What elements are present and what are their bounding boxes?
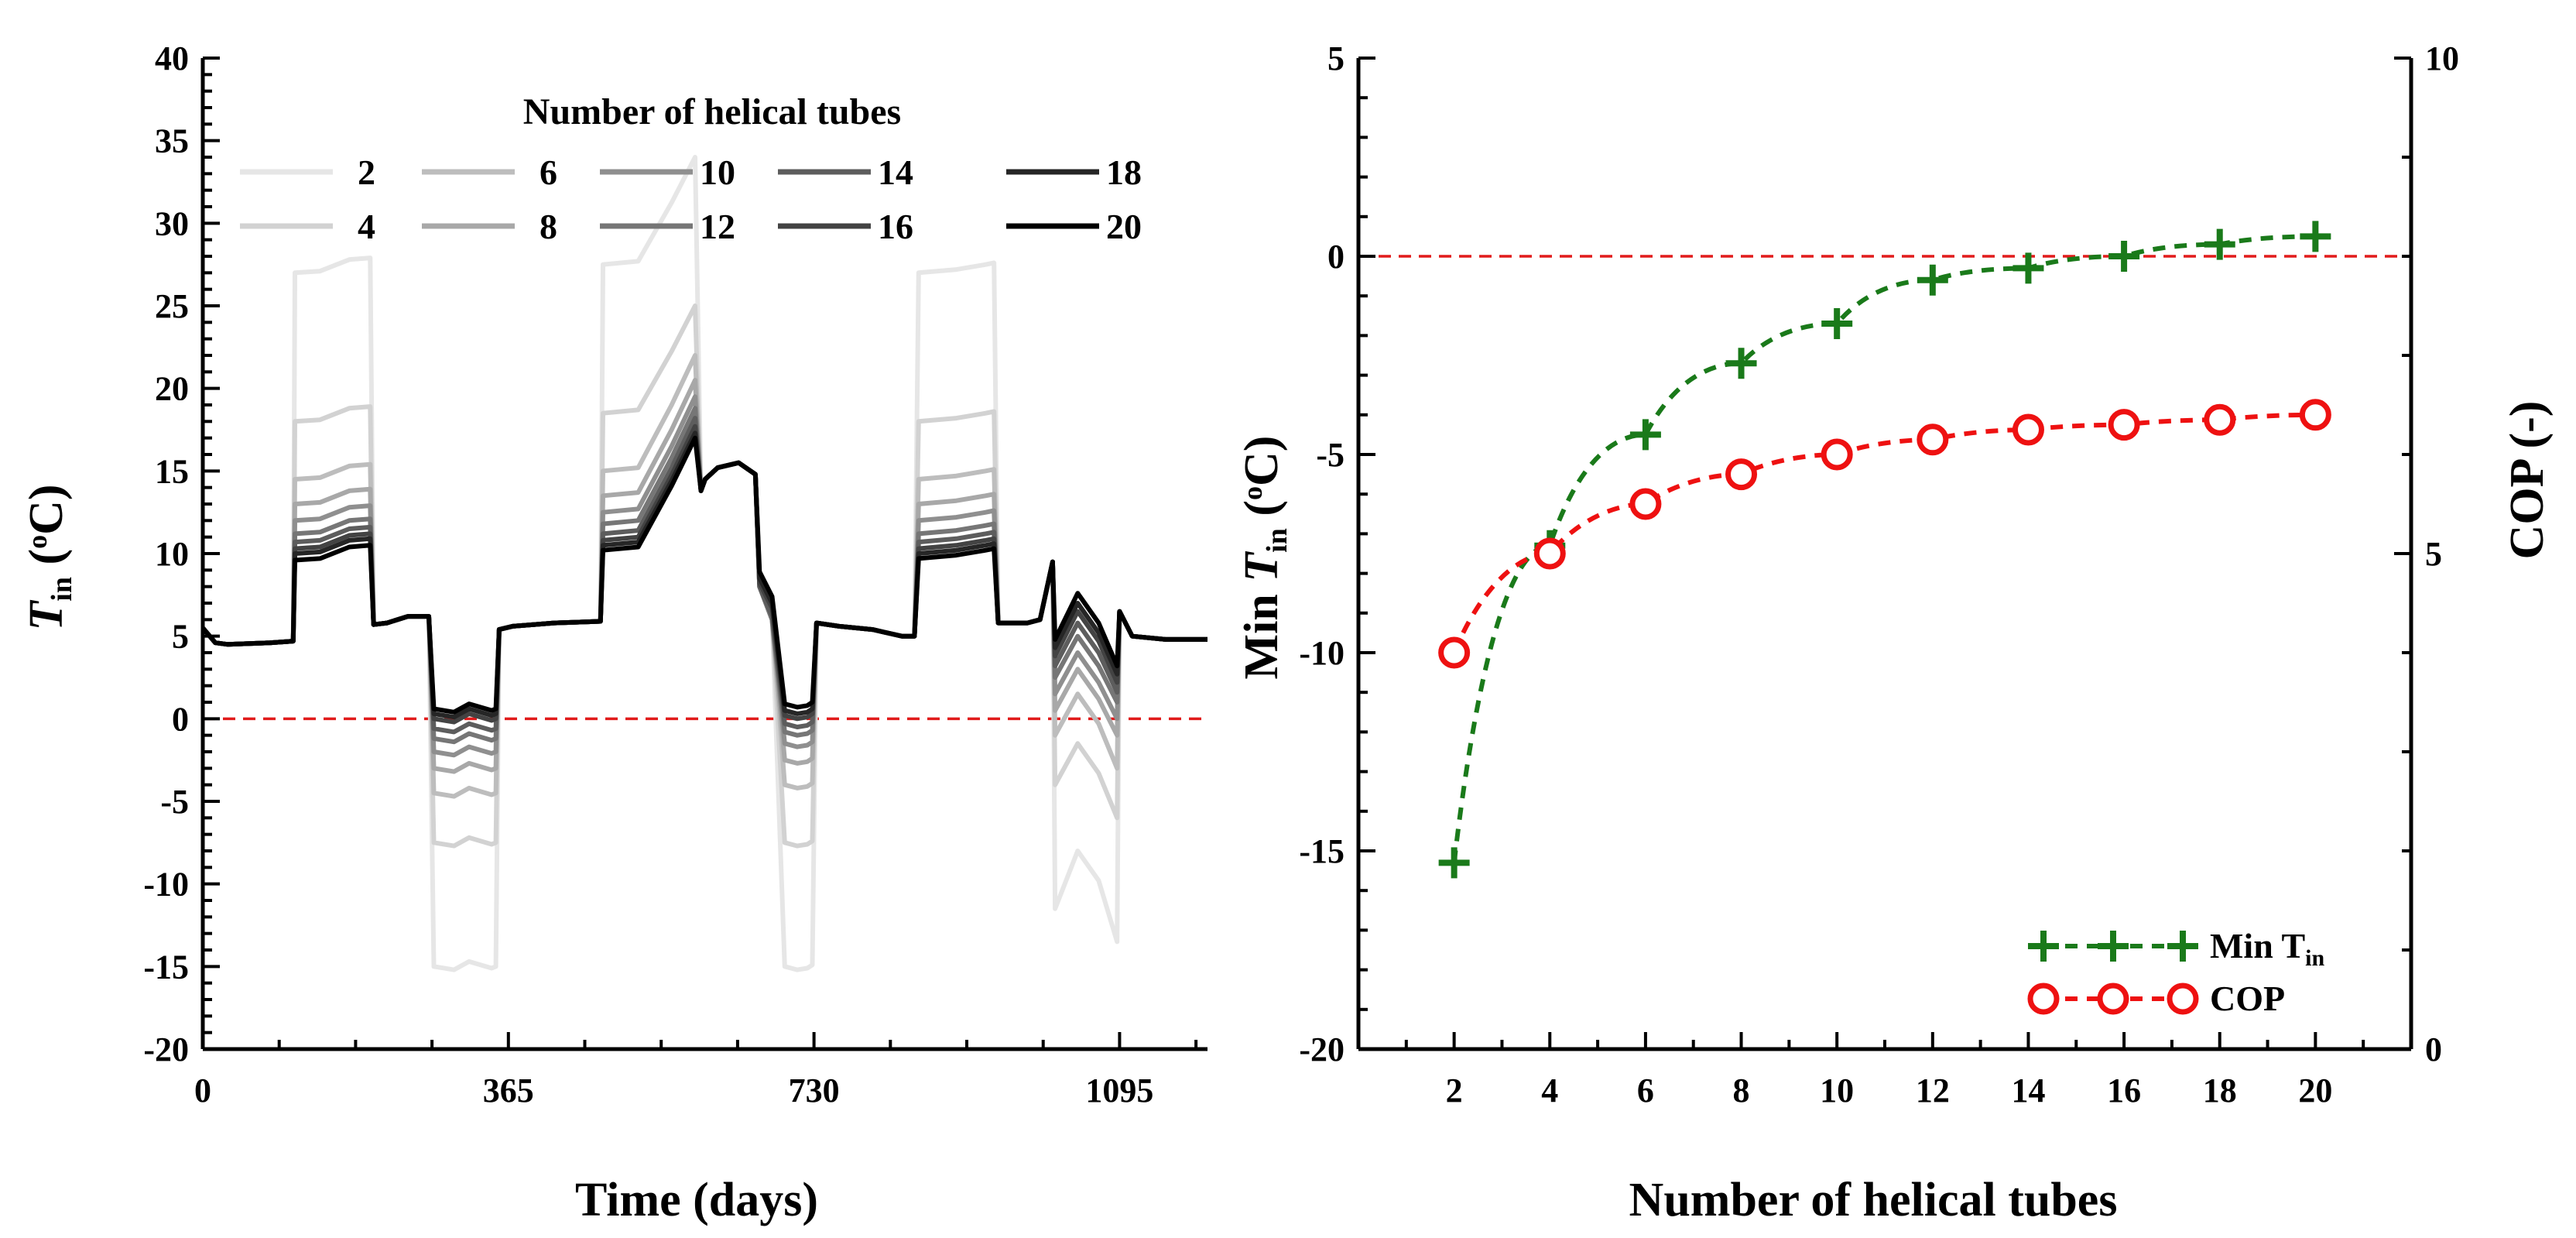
right-y2-tick-label: 5 — [2425, 535, 2442, 573]
left-y-tick-label: 15 — [155, 452, 189, 490]
left-y-tick-label: 30 — [155, 204, 189, 242]
right-x-tick-label: 14 — [2011, 1072, 2045, 1109]
cop-point-4 — [1533, 537, 1566, 570]
min-tin-point-2 — [1438, 847, 1470, 879]
min-tin-point-12 — [1917, 264, 1948, 296]
right-x-tick-label: 8 — [1733, 1072, 1750, 1109]
right-y-tick-label: -15 — [1299, 832, 1345, 870]
legend-label-12: 12 — [700, 207, 735, 246]
left-y-tick-label: 20 — [155, 370, 189, 408]
right-x-tick-label: 2 — [1446, 1072, 1463, 1109]
legend-min-tin-marker — [2098, 931, 2129, 962]
legend-cop-marker — [2167, 983, 2199, 1015]
left-x-tick-label: 365 — [483, 1072, 534, 1109]
series-line-tubes-2 — [200, 155, 1208, 972]
left-x-axis-title: Time (days) — [575, 1174, 818, 1226]
min-tin-point-6 — [1629, 419, 1661, 451]
legend-label-4: 4 — [358, 207, 375, 246]
left-chart: -20 -15 -10 -5 0 5 10 15 20 25 30 35 40 0 365 730 1095 N… — [20, 39, 1208, 1226]
legend-cop-marker — [2027, 983, 2060, 1015]
left-legend: Number of helical tubes 2 4 6 8 10 12 14 16 18 20 — [240, 91, 1142, 246]
right-x-tick-label: 16 — [2107, 1072, 2141, 1109]
right-x-axis-title: Number of helical tubes — [1629, 1174, 2118, 1226]
cop-point-2 — [1438, 636, 1471, 669]
cop-point-8 — [1725, 458, 1758, 491]
cop-point-18 — [2204, 403, 2236, 436]
left-x-tick-label: 730 — [789, 1072, 840, 1109]
min-tin-point-10 — [1821, 308, 1853, 340]
right-y-tick-label: -10 — [1299, 634, 1345, 672]
legend-cop-label: COP — [2210, 979, 2285, 1018]
cop-point-6 — [1629, 488, 1662, 520]
right-x-tick-label: 10 — [1820, 1072, 1854, 1109]
right-x-tick-label: 18 — [2203, 1072, 2237, 1109]
min-tin-point-18 — [2204, 228, 2235, 260]
legend-min-tin-marker — [2167, 931, 2198, 962]
left-x-tick-label: 0 — [194, 1072, 211, 1109]
cop-point-16 — [2108, 409, 2140, 441]
right-x-tick-label: 12 — [1916, 1072, 1950, 1109]
right-y2-tick-label: 0 — [2425, 1031, 2442, 1068]
legend-label-16: 16 — [878, 207, 913, 246]
cop-point-20 — [2299, 399, 2331, 431]
left-ticks: -20 -15 -10 -5 0 5 10 15 20 25 30 35 40 0 365 730 1095 — [143, 39, 1198, 1109]
left-y-axis-title: Tin (oC) — [20, 484, 78, 630]
legend-cop-marker — [2097, 983, 2129, 1015]
right-y-tick-label: 5 — [1327, 39, 1345, 77]
right-y-tick-label: 0 — [1327, 238, 1345, 276]
right-axes — [1356, 58, 2413, 1051]
legend-min-tin-marker — [2028, 931, 2059, 962]
right-y2-axis-title: COP (-) — [2501, 401, 2554, 560]
cop-point-12 — [1917, 424, 1949, 456]
left-y-tick-label: 0 — [172, 700, 189, 738]
left-series-group — [200, 155, 1208, 972]
series-line-tubes-4 — [200, 303, 1208, 849]
legend-label-10: 10 — [700, 153, 735, 192]
left-y-tick-label: 40 — [155, 39, 189, 77]
right-y-axis-title: Min Tin (oC) — [1235, 436, 1293, 680]
legend-min-tin-label: Min Tin — [2210, 926, 2324, 971]
series-line-tubes-6 — [200, 353, 1208, 799]
cop-point-10 — [1821, 438, 1853, 471]
series-line-tubes-20 — [200, 435, 1208, 715]
right-legend: Min Tin COP — [2027, 926, 2324, 1018]
legend-label-8: 8 — [540, 207, 557, 246]
right-y-tick-label: -20 — [1299, 1031, 1345, 1068]
right-series-group — [1438, 221, 2331, 879]
legend-label-18: 18 — [1106, 153, 1142, 192]
right-y-tick-label: -5 — [1316, 436, 1345, 474]
right-y2-tick-label: 10 — [2425, 39, 2459, 77]
left-y-tick-label: 35 — [155, 122, 189, 160]
legend-label-6: 6 — [540, 153, 557, 192]
right-x-tick-label: 6 — [1637, 1072, 1654, 1109]
cop-point-14 — [2012, 413, 2044, 446]
min-tin-point-14 — [2012, 252, 2044, 284]
left-y-tick-label: 10 — [155, 535, 189, 573]
left-y-tick-label: -20 — [143, 1031, 189, 1068]
left-x-tick-label: 1095 — [1085, 1072, 1153, 1109]
left-y-tick-label: 5 — [172, 618, 189, 656]
right-ticks: -20 -15 -10 -5 0 5 0 5 10 2 4 6 8 10 12 14 16 18 20 — [1299, 39, 2459, 1109]
legend-label-20: 20 — [1106, 207, 1142, 246]
left-y-tick-label: -10 — [143, 866, 189, 904]
min-tin-line — [1451, 234, 2316, 863]
min-tin-point-20 — [2300, 221, 2331, 252]
left-y-tick-label: -5 — [160, 783, 189, 821]
legend-label-2: 2 — [358, 153, 375, 192]
legend-label-14: 14 — [878, 153, 913, 192]
right-chart: -20 -15 -10 -5 0 5 0 5 10 2 4 6 8 10 12 14 16 18 20 Min Ti… — [1235, 39, 2554, 1226]
legend-title: Number of helical tubes — [523, 91, 901, 132]
min-tin-point-16 — [2108, 241, 2140, 272]
min-tin-point-8 — [1725, 348, 1757, 379]
right-x-tick-label: 20 — [2298, 1072, 2332, 1109]
right-x-tick-label: 4 — [1541, 1072, 1558, 1109]
cop-line — [1451, 412, 2316, 654]
left-y-tick-label: 25 — [155, 287, 189, 325]
left-y-tick-label: -15 — [143, 948, 189, 986]
